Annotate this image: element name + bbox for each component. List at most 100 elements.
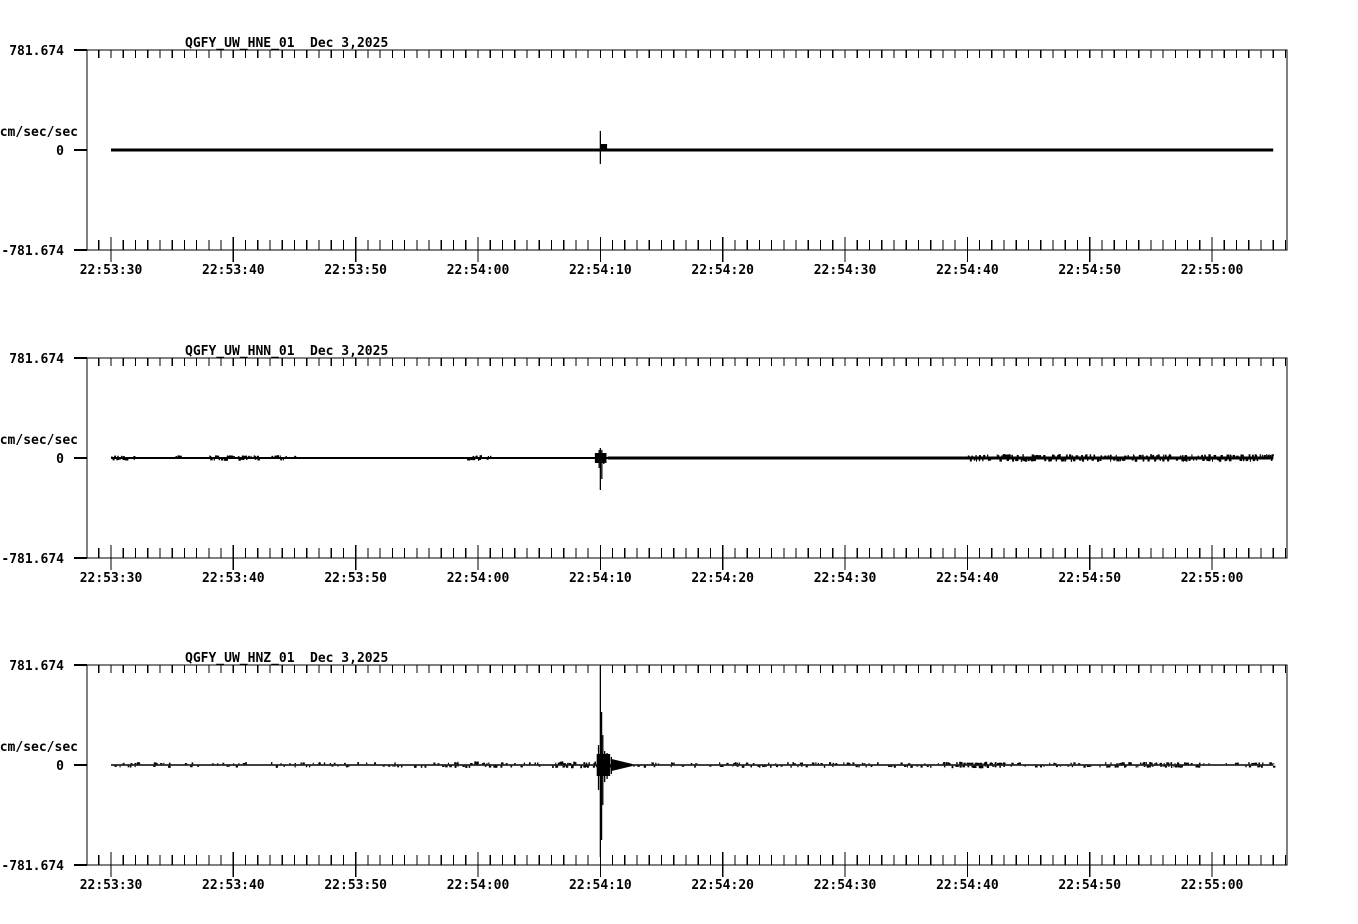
noise-speck <box>1225 459 1228 461</box>
noise-speck <box>400 765 403 768</box>
noise-speck <box>1058 454 1061 457</box>
noise-speck <box>513 763 516 765</box>
noise-speck <box>484 765 487 767</box>
noise-speck <box>1021 459 1024 461</box>
noise-speck <box>534 762 536 765</box>
noise-speck <box>130 763 133 765</box>
noise-speck <box>449 765 452 768</box>
noise-speck <box>1245 765 1247 768</box>
noise-speck <box>337 765 339 767</box>
x-tick-label: 22:54:40 <box>936 878 999 893</box>
noise-speck <box>114 455 117 457</box>
noise-speck <box>218 459 221 461</box>
noise-speck <box>241 455 244 457</box>
noise-speck <box>470 459 473 461</box>
noise-speck <box>998 454 1000 457</box>
noise-speck <box>1130 762 1132 765</box>
noise-speck <box>1175 765 1178 768</box>
noise-speck <box>989 459 992 461</box>
x-tick-label: 22:54:00 <box>447 571 510 586</box>
y-max-label: 781.674 <box>9 44 64 59</box>
noise-speck <box>1008 454 1011 457</box>
noise-speck <box>1170 762 1173 765</box>
noise-speck <box>246 459 248 460</box>
noise-speck <box>1197 765 1201 768</box>
noise-speck <box>134 765 136 768</box>
noise-speck <box>1163 762 1165 765</box>
noise-speck <box>467 459 470 461</box>
noise-speck <box>637 765 640 767</box>
noise-speck <box>1016 459 1019 462</box>
noise-speck <box>1134 459 1138 462</box>
noise-speck <box>163 762 165 765</box>
noise-speck <box>623 765 627 768</box>
noise-speck <box>1154 459 1157 462</box>
noise-speck <box>719 762 721 765</box>
noise-speck <box>1213 454 1217 457</box>
noise-speck <box>980 763 983 765</box>
noise-speck <box>500 765 503 768</box>
noise-speck <box>1256 455 1258 457</box>
noise-speck <box>1183 459 1187 461</box>
noise-speck <box>1197 455 1199 457</box>
noise-speck <box>393 765 396 767</box>
noise-speck <box>454 765 457 768</box>
noise-speck <box>1122 762 1125 765</box>
noise-speck <box>943 765 946 768</box>
noise-speck <box>155 763 158 765</box>
noise-speck <box>1249 459 1251 462</box>
noise-speck <box>476 761 479 765</box>
noise-speck <box>520 765 523 768</box>
noise-speck <box>392 765 394 767</box>
noise-speck <box>445 765 448 768</box>
noise-speck <box>957 765 960 767</box>
noise-speck <box>555 765 558 768</box>
y-zero-label: 0 <box>56 759 64 774</box>
noise-speck <box>312 762 314 765</box>
y-min-label: -781.674 <box>1 244 64 259</box>
noise-speck <box>1159 459 1162 461</box>
noise-speck <box>846 762 849 765</box>
noise-speck <box>1150 455 1153 457</box>
noise-speck <box>488 765 492 768</box>
noise-speck <box>1240 454 1242 457</box>
noise-speck <box>472 455 475 457</box>
noise-speck <box>1151 762 1153 765</box>
noise-speck <box>177 455 180 457</box>
noise-speck <box>583 765 585 768</box>
noise-speck <box>1039 455 1042 457</box>
noise-speck <box>482 762 485 765</box>
noise-speck <box>470 763 472 765</box>
noise-speck <box>276 455 279 457</box>
noise-speck <box>120 455 123 457</box>
noise-speck <box>1061 459 1064 462</box>
noise-speck <box>477 459 480 461</box>
noise-speck <box>382 765 385 767</box>
noise-speck <box>1033 459 1036 461</box>
noise-speck <box>1266 454 1268 457</box>
noise-speck <box>987 459 990 461</box>
noise-speck <box>745 762 749 765</box>
noise-speck <box>1093 454 1096 457</box>
noise-speck <box>1122 761 1124 765</box>
noise-speck <box>1022 454 1024 457</box>
noise-speck <box>433 762 435 765</box>
noise-speck <box>996 762 1000 765</box>
noise-speck <box>1050 459 1052 462</box>
noise-speck <box>305 765 308 768</box>
noise-speck <box>223 459 226 461</box>
noise-speck <box>1123 765 1126 768</box>
noise-speck <box>490 455 492 457</box>
noise-speck <box>1160 765 1163 767</box>
noise-speck <box>1203 763 1205 765</box>
noise-speck <box>1108 455 1110 457</box>
noise-speck <box>294 455 297 457</box>
noise-speck <box>117 459 119 461</box>
noise-speck <box>600 765 602 768</box>
x-tick-label: 22:53:40 <box>202 263 265 278</box>
noise-speck <box>752 762 755 765</box>
noise-speck <box>617 765 619 768</box>
noise-speck <box>870 765 873 768</box>
noise-speck <box>1057 455 1059 457</box>
noise-speck <box>1062 459 1065 461</box>
